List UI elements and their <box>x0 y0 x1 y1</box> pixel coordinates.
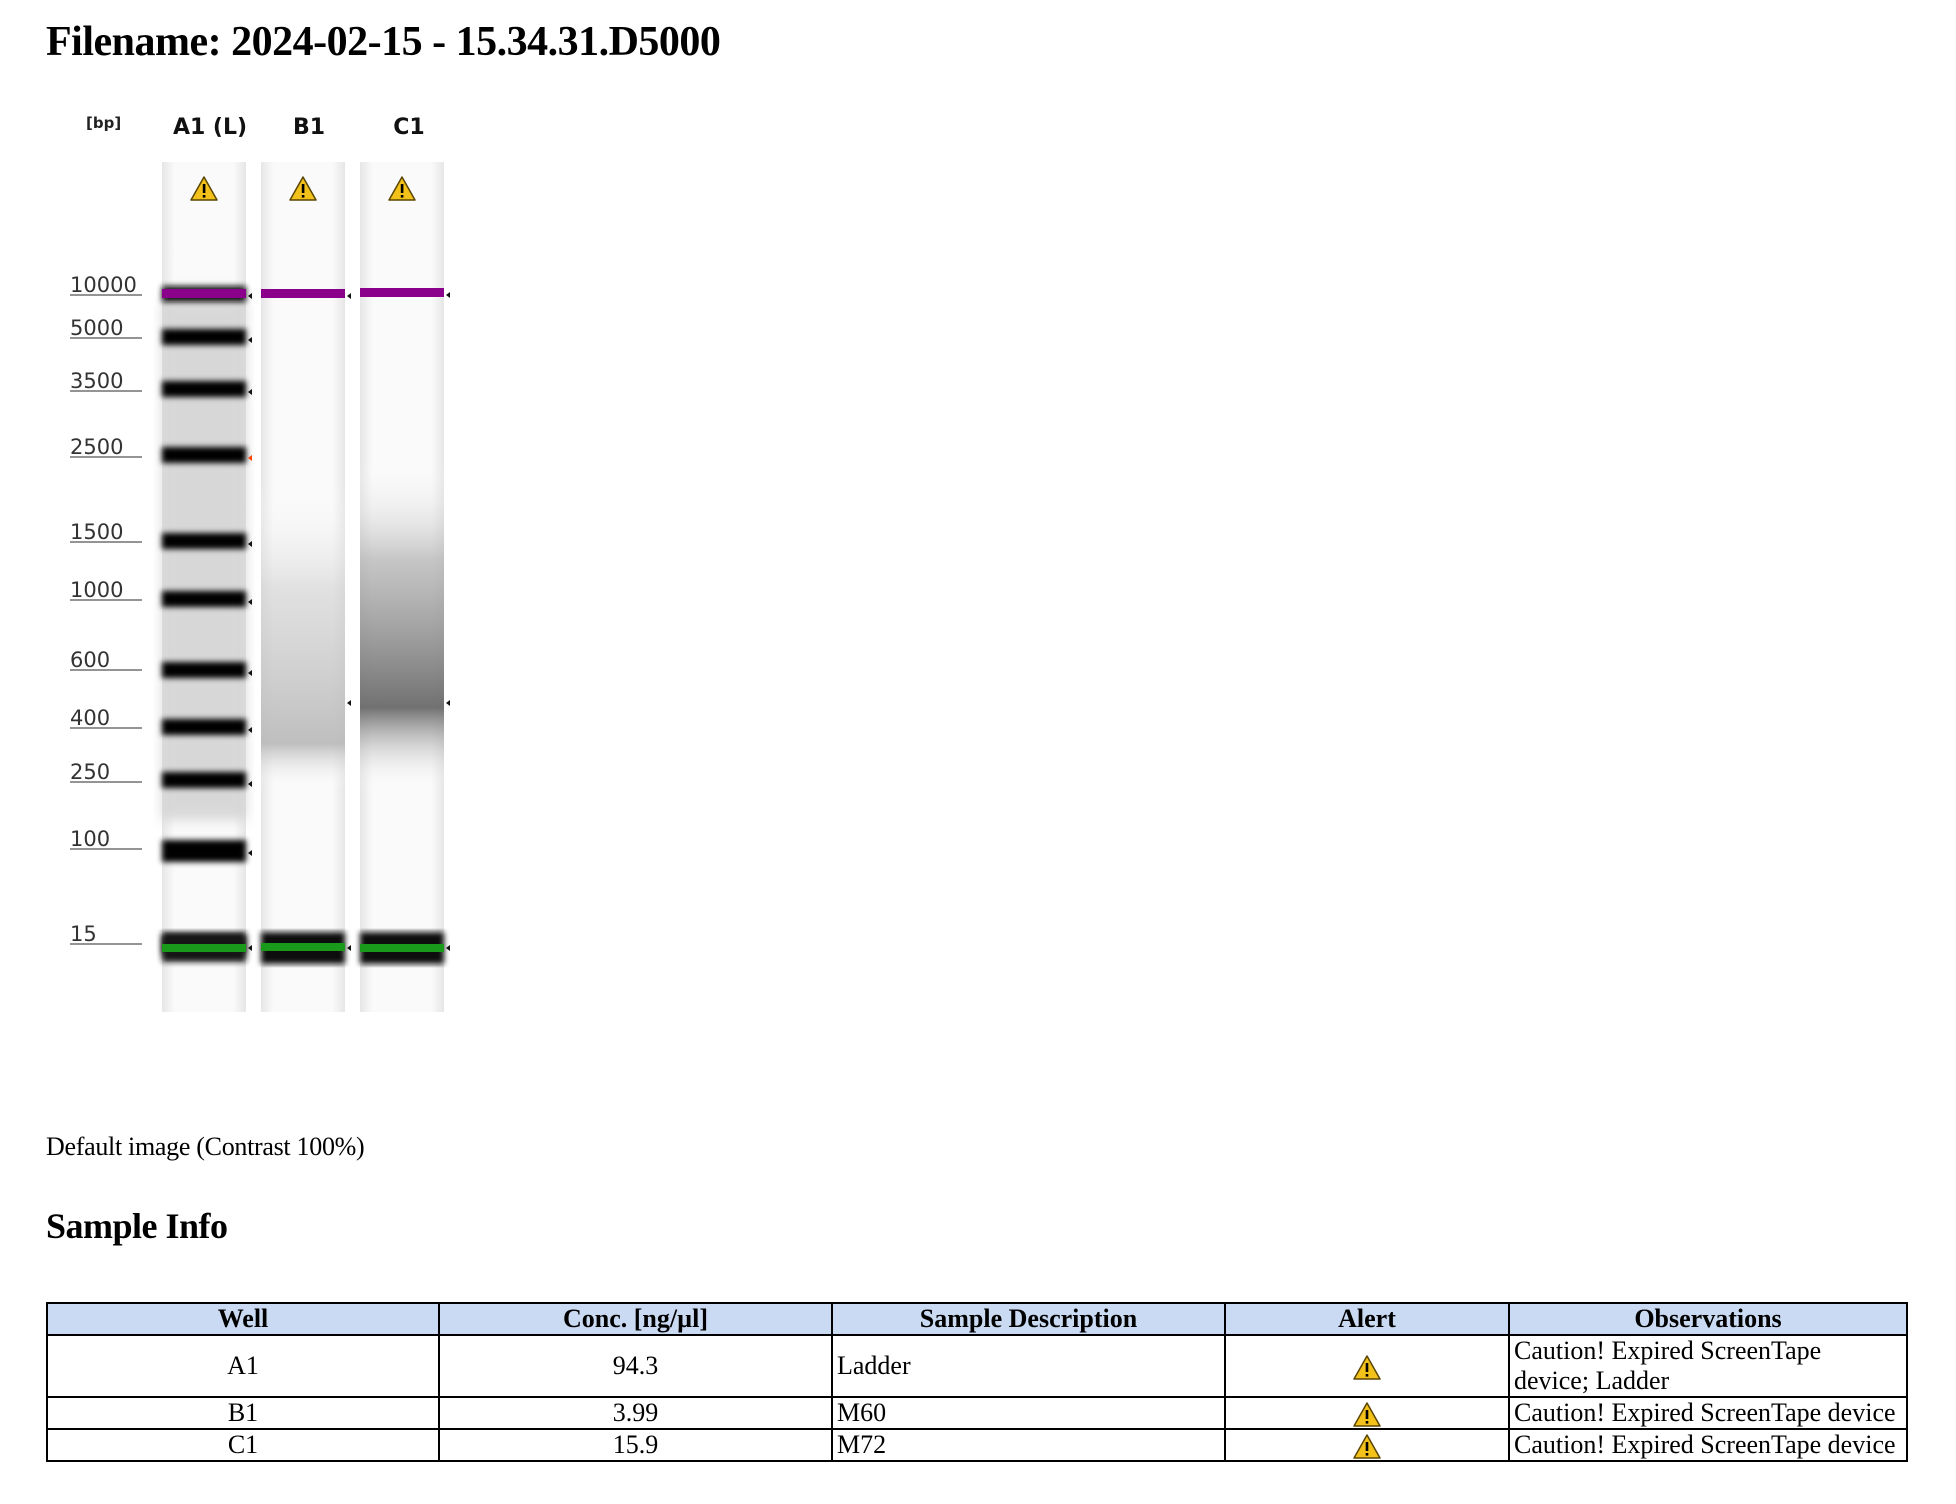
warning-icon <box>289 176 317 201</box>
lane-label-c1: C1 <box>393 115 424 140</box>
description-cell: Ladder <box>831 1334 1226 1398</box>
column-header-observations: Observations <box>1508 1302 1908 1336</box>
warning-icon <box>388 176 416 201</box>
upper-markers <box>162 288 444 298</box>
image-caption: Default image (Contrast 100%) <box>46 1132 365 1161</box>
flagged-peak-arrow <box>248 455 252 461</box>
size-label-5000: 5000 <box>70 316 123 340</box>
table-row: C1 15.9 M72 Caution! Expired ScreenTape … <box>46 1428 1908 1463</box>
smear-c1 <box>360 460 444 790</box>
column-header-well: Well <box>46 1302 440 1336</box>
table-header-row: Well Conc. [ng/µl] Sample Description Al… <box>46 1302 1908 1336</box>
peak-arrows <box>248 292 450 951</box>
sample-info-title: Sample Info <box>46 1206 228 1246</box>
warning-icon <box>1353 1434 1381 1459</box>
size-label-3500: 3500 <box>70 369 123 393</box>
conc-cell: 15.9 <box>438 1428 833 1463</box>
well-cell: A1 <box>46 1334 440 1398</box>
warning-icon <box>1353 1355 1381 1380</box>
size-label-10000: 10000 <box>70 273 137 297</box>
lane-label-b1: B1 <box>293 115 325 140</box>
gel-image: [bp] A1 (L) B1 C1 <box>70 114 450 1012</box>
observations-cell: Caution! Expired ScreenTape device; Ladd… <box>1508 1334 1908 1398</box>
size-label-1500: 1500 <box>70 520 123 544</box>
alert-cell <box>1224 1334 1510 1398</box>
table-row: A1 94.3 Ladder Caution! Expired ScreenTa… <box>46 1334 1908 1398</box>
size-label-400: 400 <box>70 706 110 730</box>
filename-title: Filename: 2024-02-15 - 15.34.31.D5000 <box>46 19 721 65</box>
smear-b1 <box>261 480 345 790</box>
column-header-conc: Conc. [ng/µl] <box>438 1302 833 1336</box>
sample-info-table: Well Conc. [ng/µl] Sample Description Al… <box>46 1302 1908 1463</box>
size-label-600: 600 <box>70 648 110 672</box>
well-cell: C1 <box>46 1428 440 1463</box>
alert-cell <box>1224 1428 1510 1463</box>
lower-markers <box>162 943 444 952</box>
column-header-alert: Alert <box>1224 1302 1510 1336</box>
warning-icon <box>190 176 218 201</box>
description-cell: M60 <box>831 1395 1226 1431</box>
column-header-description: Sample Description <box>831 1302 1226 1336</box>
size-label-15: 15 <box>70 922 97 946</box>
size-label-250: 250 <box>70 760 110 784</box>
lane-label-a1: A1 (L) <box>173 115 247 140</box>
conc-cell: 3.99 <box>438 1395 833 1431</box>
observations-cell: Caution! Expired ScreenTape device <box>1508 1428 1908 1463</box>
observations-cell: Caution! Expired ScreenTape device <box>1508 1395 1908 1431</box>
size-axis: 10000 5000 3500 2500 1500 1000 600 400 2… <box>70 273 142 946</box>
bp-unit-label: [bp] <box>86 114 121 132</box>
conc-cell: 94.3 <box>438 1334 833 1398</box>
alert-cell <box>1224 1395 1510 1431</box>
size-label-1000: 1000 <box>70 578 123 602</box>
size-label-100: 100 <box>70 827 110 851</box>
size-label-2500: 2500 <box>70 435 123 459</box>
description-cell: M72 <box>831 1428 1226 1463</box>
well-cell: B1 <box>46 1395 440 1431</box>
table-row: B1 3.99 M60 Caution! Expired ScreenTape … <box>46 1395 1908 1431</box>
warning-icon <box>1353 1402 1381 1427</box>
